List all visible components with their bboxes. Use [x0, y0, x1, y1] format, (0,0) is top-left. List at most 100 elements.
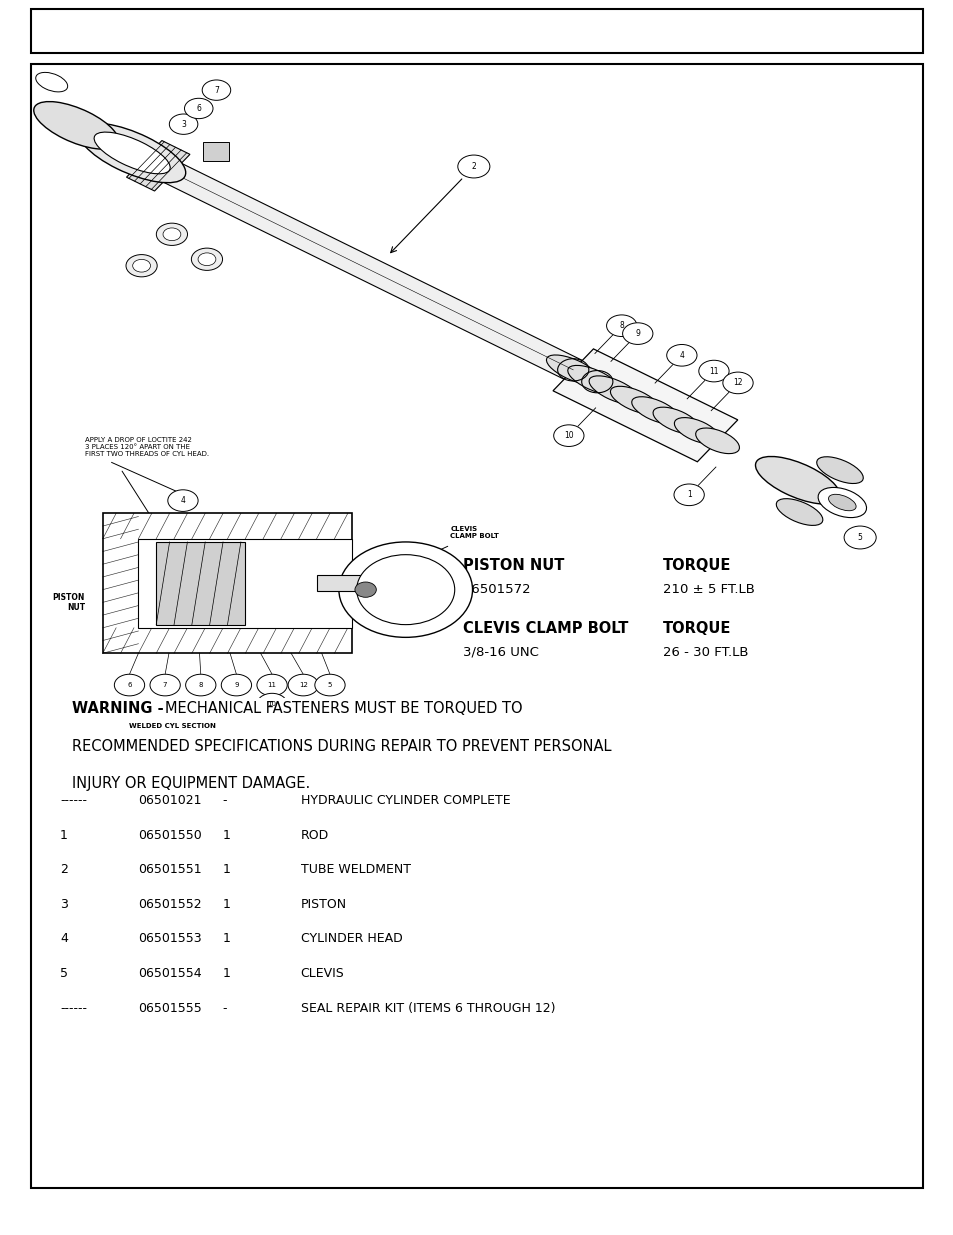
Circle shape: [457, 156, 490, 178]
Circle shape: [186, 674, 215, 695]
Text: PISTON: PISTON: [300, 898, 346, 911]
Text: 06501553: 06501553: [138, 932, 202, 946]
Ellipse shape: [653, 408, 699, 433]
Ellipse shape: [94, 132, 170, 174]
Text: APPLY A DROP OF LOCTITE 242
3 PLACES 120° APART ON THE
FIRST TWO THREADS OF CYL : APPLY A DROP OF LOCTITE 242 3 PLACES 120…: [85, 437, 209, 457]
Ellipse shape: [33, 101, 118, 149]
Ellipse shape: [674, 417, 719, 443]
Text: 26 - 30 FT.LB: 26 - 30 FT.LB: [662, 646, 748, 659]
Circle shape: [170, 114, 197, 135]
Text: 12: 12: [733, 378, 742, 388]
Text: 5: 5: [328, 682, 332, 688]
Text: 3/8-16 UNC: 3/8-16 UNC: [462, 646, 538, 659]
Ellipse shape: [695, 429, 739, 453]
Ellipse shape: [567, 366, 619, 394]
Ellipse shape: [589, 375, 639, 404]
Text: -: -: [222, 794, 227, 808]
Circle shape: [221, 674, 252, 695]
Text: TORQUE: TORQUE: [662, 621, 731, 636]
Ellipse shape: [818, 488, 865, 517]
Text: 7: 7: [213, 85, 218, 95]
Text: 06501554: 06501554: [138, 967, 202, 981]
Text: 06501555: 06501555: [138, 1002, 202, 1015]
Text: 4: 4: [180, 496, 185, 505]
Text: HYDRAULIC CYLINDER COMPLETE: HYDRAULIC CYLINDER COMPLETE: [300, 794, 510, 808]
Text: WELDED CYL SECTION: WELDED CYL SECTION: [130, 724, 216, 729]
Text: PISTON NUT: PISTON NUT: [462, 558, 563, 573]
Text: 06501550: 06501550: [138, 829, 202, 842]
Text: 11: 11: [708, 367, 718, 375]
Text: TUBE WELDMENT: TUBE WELDMENT: [300, 863, 410, 877]
Ellipse shape: [198, 253, 215, 266]
Bar: [31, 9, 922, 53]
Text: 1: 1: [686, 490, 691, 499]
Circle shape: [606, 315, 637, 336]
Ellipse shape: [546, 354, 599, 385]
Text: 3: 3: [181, 120, 186, 128]
Text: 06501552: 06501552: [138, 898, 202, 911]
Text: 11: 11: [267, 682, 276, 688]
Ellipse shape: [163, 228, 181, 241]
Text: ROD: ROD: [300, 829, 329, 842]
Ellipse shape: [631, 396, 679, 424]
Text: 1: 1: [60, 829, 68, 842]
Text: 06501572: 06501572: [462, 583, 530, 597]
Text: 1: 1: [222, 967, 230, 981]
Circle shape: [843, 526, 875, 548]
Text: 2: 2: [60, 863, 68, 877]
Circle shape: [256, 674, 287, 695]
Circle shape: [314, 674, 345, 695]
Text: 2: 2: [471, 162, 476, 170]
Text: 6: 6: [196, 104, 201, 112]
Ellipse shape: [827, 494, 855, 511]
Circle shape: [338, 542, 472, 637]
Text: PISTON
NUT: PISTON NUT: [52, 593, 85, 613]
Circle shape: [355, 582, 375, 598]
Ellipse shape: [755, 457, 840, 504]
Ellipse shape: [156, 224, 188, 246]
Ellipse shape: [776, 499, 822, 525]
Text: TORQUE: TORQUE: [662, 558, 731, 573]
Text: 1: 1: [222, 932, 230, 946]
Circle shape: [698, 361, 728, 382]
Text: 06501021: 06501021: [138, 794, 202, 808]
Text: CLEVIS
CLAMP BOLT: CLEVIS CLAMP BOLT: [450, 526, 498, 538]
Text: 1: 1: [222, 898, 230, 911]
Bar: [316, 576, 388, 592]
Text: 9: 9: [635, 329, 639, 338]
Polygon shape: [127, 141, 190, 191]
Text: 9: 9: [233, 682, 238, 688]
Circle shape: [114, 674, 145, 695]
Ellipse shape: [610, 387, 659, 414]
Ellipse shape: [0, 115, 28, 133]
Text: INJURY OR EQUIPMENT DAMAGE.: INJURY OR EQUIPMENT DAMAGE.: [71, 776, 310, 790]
Text: 210 ± 5 FT.LB: 210 ± 5 FT.LB: [662, 583, 754, 597]
Circle shape: [168, 490, 198, 511]
Circle shape: [666, 345, 697, 366]
Text: CLEVIS: CLEVIS: [300, 967, 344, 981]
Ellipse shape: [35, 73, 68, 91]
Circle shape: [184, 99, 213, 119]
Text: 1: 1: [222, 863, 230, 877]
Text: 1: 1: [222, 829, 230, 842]
Ellipse shape: [78, 124, 186, 183]
Circle shape: [150, 674, 180, 695]
Text: 4: 4: [60, 932, 68, 946]
Text: WARNING -: WARNING -: [71, 701, 168, 716]
Circle shape: [256, 693, 287, 715]
Text: 12: 12: [298, 682, 308, 688]
Polygon shape: [553, 350, 737, 462]
Text: 5: 5: [857, 534, 862, 542]
Text: MECHANICAL FASTENERS MUST BE TORQUED TO: MECHANICAL FASTENERS MUST BE TORQUED TO: [165, 701, 522, 716]
Bar: [156, 542, 245, 625]
Text: ------: ------: [60, 1002, 87, 1015]
Text: 10: 10: [563, 431, 573, 440]
Circle shape: [722, 372, 752, 394]
Circle shape: [288, 674, 318, 695]
Circle shape: [202, 80, 231, 100]
Ellipse shape: [192, 248, 222, 270]
Text: 6: 6: [127, 682, 132, 688]
Circle shape: [553, 425, 583, 447]
Text: SEAL REPAIR KIT (ITEMS 6 THROUGH 12): SEAL REPAIR KIT (ITEMS 6 THROUGH 12): [300, 1002, 555, 1015]
Text: 8: 8: [618, 321, 623, 330]
